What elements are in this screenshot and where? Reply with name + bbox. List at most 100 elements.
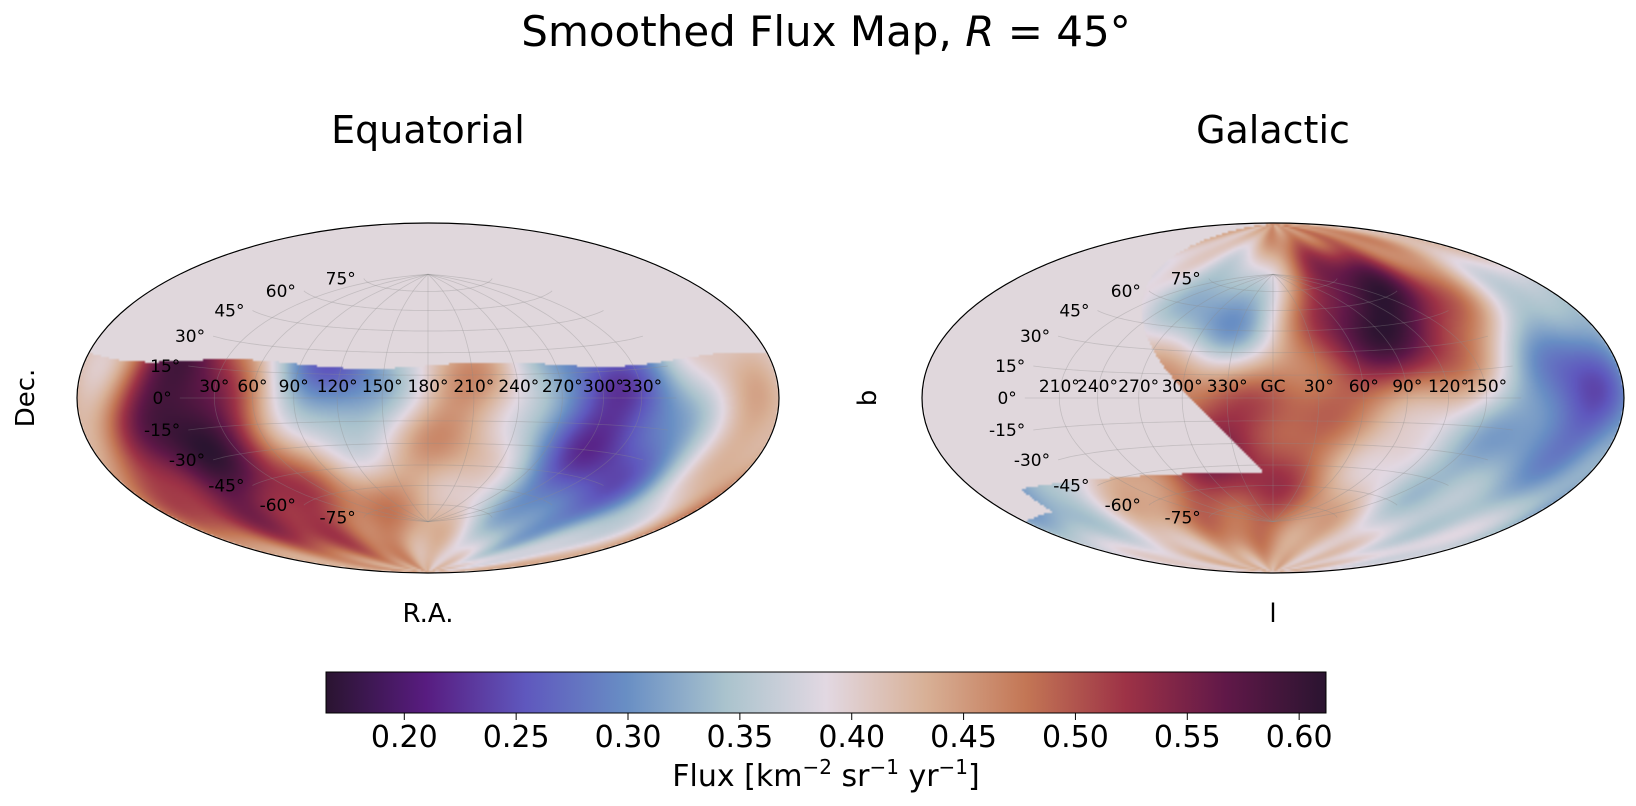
galactic-lat-tick-labels: 75° 60° 45° 30° 15° 0° -15° -30°-45° -60° -75° <box>989 270 1201 529</box>
colorbar-tick-label: 0.40 <box>818 720 885 755</box>
graticule-line <box>1097 464 1449 486</box>
lon-tick-label: 240° <box>1077 377 1118 397</box>
colorbar: 0.20 0.25 0.30 0.35 0.40 0.45 0.50 0.55 0.60 Flu… <box>325 671 1333 794</box>
graticule-line <box>1097 310 1449 332</box>
figure-title-math-rest: = 45° <box>994 7 1130 56</box>
colorbar-gradient <box>325 671 1327 714</box>
lon-tick-label: 270° <box>1118 377 1159 397</box>
lat-tick-label: -30° <box>1014 451 1050 471</box>
graticule-line <box>1181 273 1274 523</box>
lat-tick-label: -45° <box>1053 477 1089 497</box>
lon-tick-label: 330° <box>1207 377 1248 397</box>
lat-tick-label: -75° <box>1165 509 1201 529</box>
lon-tick-label: 330° <box>621 377 662 397</box>
lon-tick-label: 30° <box>1304 377 1334 397</box>
graticule-line <box>1208 278 1338 292</box>
lat-tick-label: -15° <box>144 421 180 441</box>
lat-tick-label: 75° <box>326 270 356 290</box>
lat-tick-label: 60° <box>266 282 296 302</box>
graticule-line <box>363 504 493 518</box>
graticule-line <box>427 273 604 523</box>
graticule-line <box>1272 273 1488 523</box>
graticule-line <box>1057 335 1489 354</box>
lon-tick-label: 30° <box>199 377 229 397</box>
lon-tick-label: 60° <box>1349 377 1379 397</box>
graticule-line <box>1272 274 1320 522</box>
graticule-line <box>363 278 493 292</box>
lon-tick-label: 90° <box>1392 377 1422 397</box>
lon-tick-label: 150° <box>1466 377 1507 397</box>
equatorial-xlabel: R.A. <box>403 599 454 629</box>
colorbar-label: Flux [km−2 sr−1 yr−1] <box>672 755 980 794</box>
graticule-line <box>1058 273 1274 523</box>
lon-tick-label: 120° <box>317 377 358 397</box>
lon-tick-label: 150° <box>362 377 403 397</box>
equatorial-flux-heatmap <box>77 223 779 573</box>
lat-tick-label: 15° <box>995 357 1025 377</box>
graticule-line <box>293 273 429 523</box>
graticule-line <box>1138 273 1274 523</box>
lat-tick-label: -45° <box>208 477 244 497</box>
graticule-line <box>1226 274 1274 522</box>
equatorial-panel: Equatorial 330°300°270°240°210°180°150°1… <box>11 108 780 629</box>
graticule-line <box>212 442 644 461</box>
lat-tick-label: 15° <box>150 357 180 377</box>
lat-tick-label: 0° <box>152 389 171 409</box>
graticule-line <box>303 290 553 311</box>
graticule-line <box>427 273 563 523</box>
graticule-line <box>252 464 604 486</box>
graticule-line <box>427 273 643 523</box>
graticule-line <box>1272 273 1449 523</box>
lat-tick-label: -60° <box>260 496 296 516</box>
graticule-line <box>1033 420 1513 431</box>
galactic-frame <box>921 222 1625 574</box>
colorbar-tick-label: 0.45 <box>930 720 997 755</box>
lat-tick-label: 60° <box>1111 282 1141 302</box>
galactic-xlabel: l <box>1269 599 1276 629</box>
graticule-line <box>1057 442 1489 461</box>
colorbar-tick-label: 0.50 <box>1042 720 1109 755</box>
colorbar-tick-label: 0.20 <box>371 720 438 755</box>
graticule-line <box>303 485 553 506</box>
graticule-line <box>336 273 429 523</box>
colorbar-label-mid: sr <box>832 759 870 794</box>
lon-tick-label: 210° <box>1039 377 1080 397</box>
graticule-line <box>212 335 644 354</box>
equatorial-graticule <box>179 273 677 523</box>
colorbar-label-exp3: −1 <box>939 755 968 779</box>
lat-tick-label: 30° <box>1020 327 1050 347</box>
graticule-line <box>188 420 668 431</box>
lat-tick-label: 45° <box>1059 302 1089 322</box>
graticule-line <box>1272 273 1408 523</box>
figure-title: Smoothed Flux Map, R = 45° <box>521 7 1130 56</box>
lat-tick-label: -15° <box>989 421 1025 441</box>
lon-tick-label: 240° <box>498 377 539 397</box>
equatorial-lat-tick-labels: 75° 60° 45° 30° 15° 0° -15° -30°-45° -60° -75° <box>144 270 356 529</box>
graticule-line <box>427 273 520 523</box>
colorbar-tick-label: 0.25 <box>483 720 550 755</box>
graticule-line <box>1272 273 1365 523</box>
lat-tick-label: 75° <box>1171 270 1201 290</box>
galactic-map <box>922 223 1624 573</box>
lat-tick-label: -30° <box>169 451 205 471</box>
lat-tick-label: 0° <box>997 389 1016 409</box>
colorbar-label-main: Flux [km <box>672 759 802 794</box>
colorbar-ticks: 0.20 0.25 0.30 0.35 0.40 0.45 0.50 0.55 0.60 <box>371 713 1333 755</box>
galactic-title: Galactic <box>1196 108 1350 152</box>
graticule-line <box>1208 504 1338 518</box>
figure-title-math-var: R <box>965 7 994 56</box>
graticule-line <box>1148 290 1398 311</box>
figure-title-text: Smoothed Flux Map, <box>521 7 965 56</box>
colorbar-label-end: ] <box>968 759 980 794</box>
equatorial-lon-tick-labels: 330°300°270°240°210°180°150°120° 90° 60° 30… <box>199 377 662 397</box>
lon-tick-label: 270° <box>542 377 583 397</box>
colorbar-label-exp1: −2 <box>802 755 831 779</box>
galactic-lon-tick-labels: 150°120° 90° 60° 30° GC 330°300°270°240°210° <box>1039 377 1507 397</box>
graticule-line <box>1148 485 1398 506</box>
lon-tick-label: 300° <box>1162 377 1203 397</box>
galactic-graticule <box>1024 273 1522 523</box>
equatorial-frame <box>76 222 780 574</box>
colorbar-label-mid2: yr <box>899 759 939 794</box>
lon-tick-label: 300° <box>583 377 624 397</box>
